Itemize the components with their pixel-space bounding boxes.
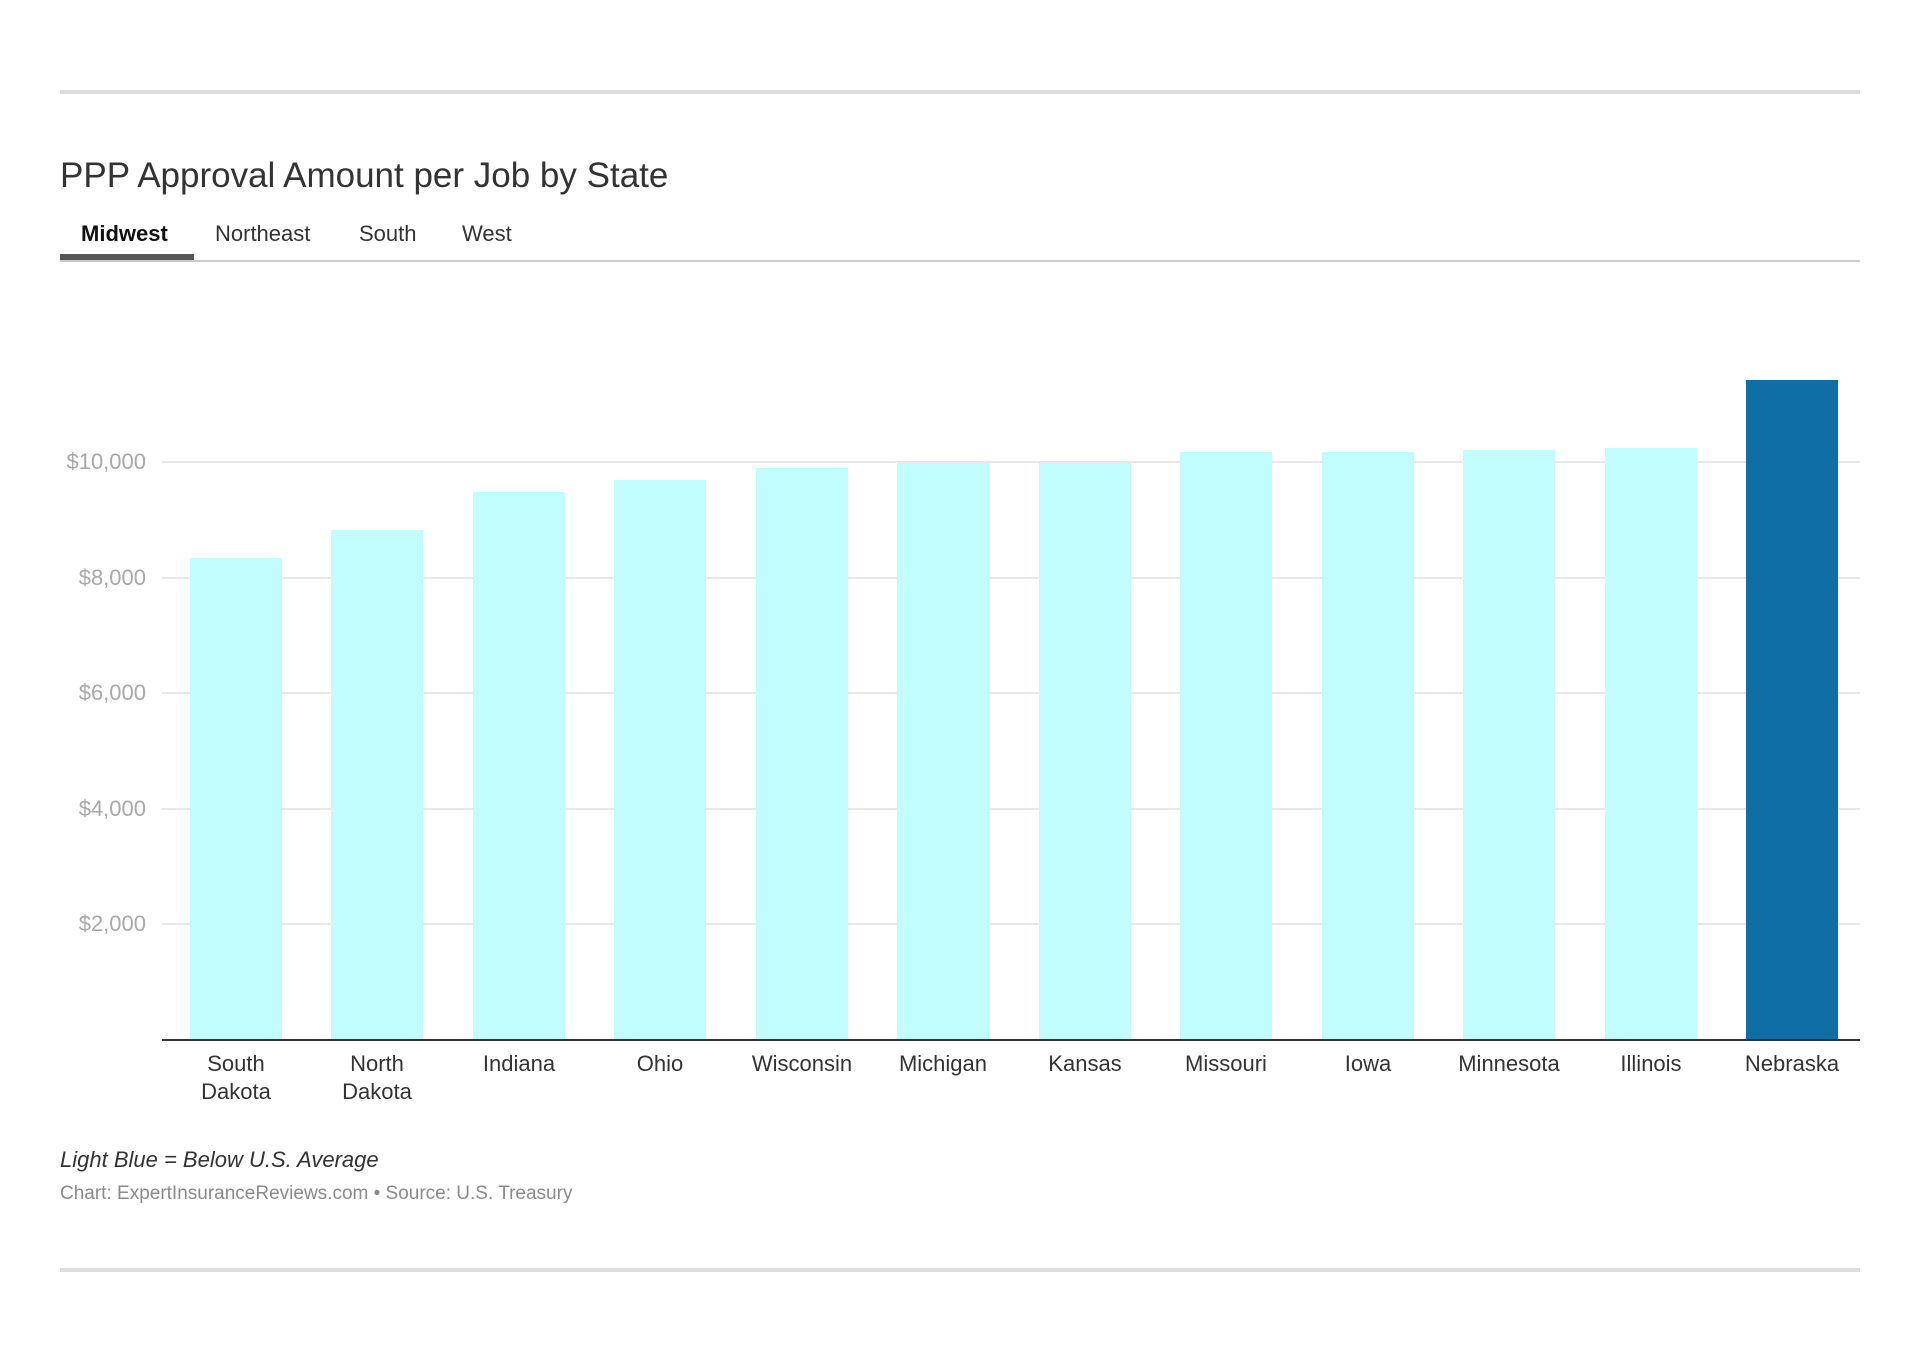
x-tick-label: Wisconsin	[732, 1050, 872, 1078]
x-tick-label: Nebraska	[1722, 1050, 1862, 1078]
x-tick-label: Kansas	[1015, 1050, 1155, 1078]
tab-northeast[interactable]: Northeast	[194, 212, 330, 260]
x-tick-label-line: Missouri	[1185, 1051, 1267, 1076]
x-tick-label: South Dakota	[166, 1050, 306, 1106]
bar-missouri[interactable]	[1180, 452, 1272, 1040]
tabs-divider	[60, 260, 1860, 262]
x-tick-label-line: Minnesota	[1458, 1051, 1560, 1076]
y-tick-label: $10,000	[66, 449, 146, 474]
active-tab-indicator	[60, 254, 194, 260]
bar-south-dakota[interactable]	[190, 558, 282, 1040]
bar-north-dakota[interactable]	[331, 530, 423, 1040]
x-tick-label-line: Nebraska	[1744, 1051, 1840, 1076]
x-tick-label-line: Indiana	[482, 1051, 556, 1076]
x-tick-label: Missouri	[1156, 1050, 1296, 1078]
x-tick-label-line: South	[207, 1051, 265, 1076]
tab-label: South	[359, 221, 417, 246]
tab-label: Northeast	[215, 221, 311, 246]
x-tick-label: Michigan	[873, 1050, 1013, 1078]
x-tick-label-line: Dakota	[201, 1079, 271, 1104]
tab-midwest[interactable]: Midwest	[60, 212, 194, 260]
bottom-divider	[60, 1268, 1860, 1272]
tab-label: Midwest	[81, 221, 168, 246]
x-tick-label-line: Ohio	[636, 1051, 684, 1076]
bar-iowa[interactable]	[1322, 452, 1414, 1040]
chart-title: PPP Approval Amount per Job by State	[60, 156, 669, 195]
x-tick-label: Minnesota	[1439, 1050, 1579, 1078]
top-divider	[60, 90, 1860, 94]
y-tick-label: $2,000	[78, 911, 146, 937]
x-tick-label-line: Iowa	[1344, 1051, 1392, 1076]
bar-minnesota[interactable]	[1463, 450, 1555, 1040]
gridline	[162, 461, 1860, 463]
gridline	[162, 923, 1860, 926]
bar-indiana[interactable]	[473, 492, 565, 1040]
x-tick-label-line: Wisconsin	[751, 1051, 853, 1076]
bar-kansas[interactable]	[1039, 463, 1131, 1040]
x-tick-label: North Dakota	[307, 1050, 447, 1106]
bar-ohio[interactable]	[614, 480, 706, 1040]
bar-illinois[interactable]	[1605, 448, 1697, 1040]
tab-south[interactable]: South	[338, 212, 438, 260]
region-tabs: Midwest Northeast South West	[60, 212, 1860, 262]
x-tick-label-line: Illinois	[1620, 1051, 1682, 1076]
bar-michigan[interactable]	[897, 463, 989, 1040]
x-tick-label: Illinois	[1581, 1050, 1721, 1078]
x-tick-label-line: Kansas	[1048, 1051, 1122, 1076]
bar-chart: $2,000 $4,000 $6,000 $8,000 $10,000 South Dak…	[66, 380, 1862, 1106]
tab-label: West	[462, 221, 512, 246]
y-tick-label: $6,000	[78, 680, 146, 706]
x-tick-label-line: Michigan	[898, 1051, 988, 1076]
source-credit: Chart: ExpertInsuranceReviews.com • Sour…	[60, 1183, 573, 1204]
legend-note: Light Blue = Below U.S. Average	[60, 1147, 379, 1172]
gridline	[162, 692, 1860, 695]
y-tick-label: $8,000	[78, 564, 146, 590]
x-tick-label: Indiana	[449, 1050, 589, 1078]
gridline	[162, 576, 1860, 579]
bar-wisconsin[interactable]	[756, 468, 848, 1040]
tab-west[interactable]: West	[441, 212, 537, 260]
gridline	[162, 807, 1860, 810]
x-tick-label-line: North	[350, 1051, 404, 1076]
x-tick-label: Ohio	[590, 1050, 730, 1078]
x-tick-label-line: Dakota	[342, 1079, 412, 1104]
x-axis-line	[162, 1039, 1860, 1041]
y-tick-label: $4,000	[78, 795, 146, 821]
bar-nebraska[interactable]	[1746, 380, 1838, 1040]
x-tick-label: Iowa	[1298, 1050, 1438, 1078]
